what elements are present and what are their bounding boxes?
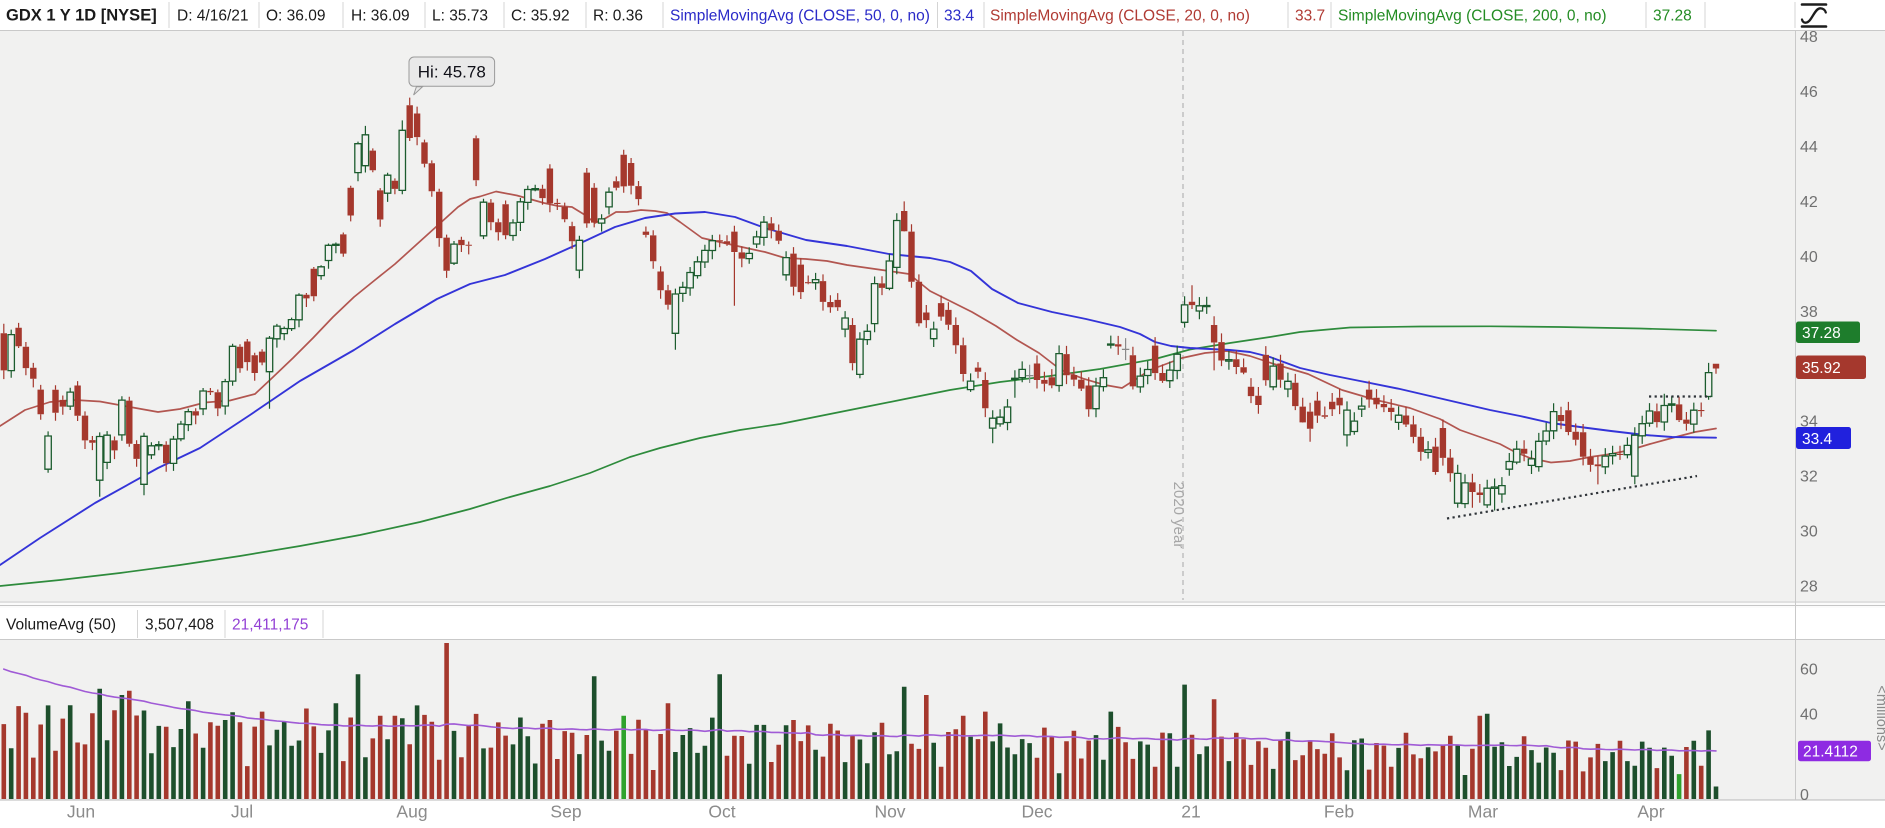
svg-text:R: 0.36: R: 0.36 — [593, 8, 643, 25]
svg-text:O: 36.09: O: 36.09 — [266, 8, 325, 25]
svg-text:2020 year: 2020 year — [1170, 482, 1187, 549]
svg-text:0: 0 — [1800, 787, 1809, 804]
svg-text:SimpleMovingAvg (CLOSE, 50, 0,: SimpleMovingAvg (CLOSE, 50, 0, no) — [670, 8, 930, 25]
svg-text:C: 35.92: C: 35.92 — [511, 8, 570, 25]
svg-text:44: 44 — [1800, 139, 1818, 156]
svg-text:<millions>: <millions> — [1873, 685, 1885, 750]
svg-text:SimpleMovingAvg (CLOSE, 200, 0: SimpleMovingAvg (CLOSE, 200, 0, no) — [1338, 8, 1607, 25]
svg-text:Jul: Jul — [231, 802, 253, 822]
svg-text:28: 28 — [1800, 579, 1818, 596]
svg-text:Oct: Oct — [708, 802, 735, 822]
svg-text:Apr: Apr — [1637, 802, 1664, 822]
svg-text:38: 38 — [1800, 304, 1818, 321]
svg-text:Aug: Aug — [396, 802, 427, 822]
svg-text:40: 40 — [1800, 249, 1818, 266]
svg-text:Sep: Sep — [550, 802, 581, 822]
svg-text:48: 48 — [1800, 29, 1818, 46]
svg-text:21,411,175: 21,411,175 — [232, 617, 308, 634]
svg-text:33.4: 33.4 — [1802, 431, 1833, 448]
svg-text:Nov: Nov — [874, 802, 905, 822]
svg-text:33.7: 33.7 — [1295, 8, 1325, 25]
svg-text:33.4: 33.4 — [944, 8, 975, 25]
svg-text:Hi: 45.78: Hi: 45.78 — [418, 63, 486, 82]
svg-text:GDX 1 Y 1D [NYSE]: GDX 1 Y 1D [NYSE] — [6, 7, 157, 25]
svg-text:37.28: 37.28 — [1653, 8, 1692, 25]
svg-text:30: 30 — [1800, 524, 1818, 541]
svg-text:Dec: Dec — [1021, 802, 1052, 822]
svg-text:D: 4/16/21: D: 4/16/21 — [177, 8, 249, 25]
svg-text:L: 35.73: L: 35.73 — [432, 8, 488, 25]
svg-text:Jun: Jun — [67, 802, 95, 822]
svg-text:VolumeAvg (50): VolumeAvg (50) — [6, 617, 116, 634]
svg-text:Mar: Mar — [1468, 802, 1498, 822]
svg-text:40: 40 — [1800, 707, 1818, 724]
svg-text:37.28: 37.28 — [1802, 325, 1841, 342]
svg-text:42: 42 — [1800, 194, 1818, 211]
svg-text:SimpleMovingAvg (CLOSE, 20, 0,: SimpleMovingAvg (CLOSE, 20, 0, no) — [990, 8, 1250, 25]
svg-text:21: 21 — [1181, 802, 1200, 822]
svg-text:21.4112: 21.4112 — [1803, 744, 1858, 761]
svg-text:46: 46 — [1800, 84, 1818, 101]
svg-text:Feb: Feb — [1324, 802, 1354, 822]
svg-text:32: 32 — [1800, 469, 1818, 486]
svg-text:3,507,408: 3,507,408 — [145, 617, 214, 634]
svg-text:60: 60 — [1800, 662, 1818, 679]
svg-text:H: 36.09: H: 36.09 — [351, 8, 410, 25]
svg-text:35.92: 35.92 — [1802, 360, 1841, 377]
svg-text:34: 34 — [1800, 414, 1818, 431]
